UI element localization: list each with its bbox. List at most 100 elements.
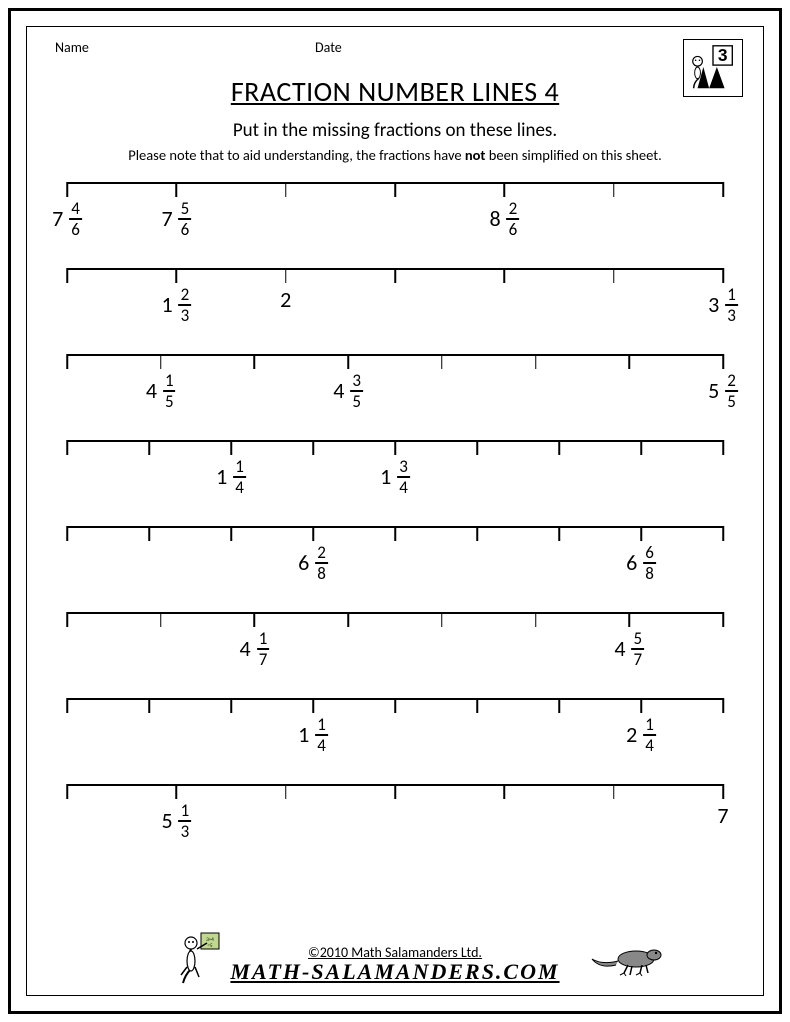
tick [347, 354, 349, 369]
whole-number: 7 [161, 205, 172, 232]
whole-number: 2 [280, 286, 291, 313]
tick [535, 612, 537, 627]
tick [312, 698, 314, 713]
whole-number: 6 [626, 549, 637, 576]
tick [66, 526, 68, 541]
note-post: been simplified on this sheet. [485, 146, 661, 164]
tick [66, 182, 68, 197]
tick [394, 182, 396, 197]
numerator: 1 [257, 630, 270, 648]
tick [722, 268, 724, 283]
fraction-label: 134 [380, 458, 410, 496]
worksheet-subtitle: Put in the missing fractions on these li… [27, 119, 763, 142]
fraction: 26 [507, 200, 520, 238]
denominator: 3 [179, 822, 192, 840]
denominator: 5 [163, 392, 176, 410]
tick [66, 354, 68, 369]
tick [254, 612, 256, 627]
denominator: 4 [643, 736, 656, 754]
tick [312, 440, 314, 455]
tick [285, 268, 287, 283]
denominator: 8 [315, 564, 328, 582]
axis [67, 440, 723, 456]
tick [394, 784, 396, 799]
tick [230, 698, 232, 713]
whole-number: 1 [216, 463, 227, 490]
fraction-label: 43 5 [333, 372, 363, 410]
grade-badge: 3 [683, 39, 743, 97]
fraction-label: 668 [626, 544, 656, 582]
note-pre: Please note that to aid understanding, t… [128, 146, 465, 164]
number-line: 1232313 [67, 268, 723, 346]
denominator: 4 [315, 736, 328, 754]
tick [640, 698, 642, 713]
worksheet-note: Please note that to aid understanding, t… [27, 146, 763, 164]
numerator: 2 [507, 200, 520, 218]
fraction: 15 [163, 372, 176, 410]
tick [722, 612, 724, 627]
number-line: 5137 [67, 784, 723, 862]
tick [535, 354, 537, 369]
numerator: 3 [350, 372, 363, 390]
fraction-label: 114 [298, 716, 328, 754]
tick [722, 354, 724, 369]
fraction: 57 [632, 630, 645, 668]
axis [67, 698, 723, 714]
tick [66, 440, 68, 455]
fraction-label: 313 [708, 286, 738, 324]
whole-number: 6 [298, 549, 309, 576]
number-line: 415435525 [67, 354, 723, 432]
number-line: 114134 [67, 440, 723, 518]
tick [347, 612, 349, 627]
whole-number: 7 [717, 802, 728, 829]
tick [285, 182, 287, 197]
number-line: 746756826 [67, 182, 723, 260]
tick [476, 526, 478, 541]
tick [394, 526, 396, 541]
tick [558, 526, 560, 541]
whole-number: 5 [708, 377, 719, 404]
fraction-label: 746 [52, 200, 82, 238]
tick [394, 440, 396, 455]
outer-border: Name Date 3 FRACTION NUMBER LINES 4 Put … [8, 8, 782, 1014]
denominator: 8 [643, 564, 656, 582]
denominator: 4 [233, 478, 246, 496]
whole-number: 4 [333, 377, 344, 404]
whole-number: 7 [52, 205, 63, 232]
denominator: 4 [397, 478, 410, 496]
tick [394, 698, 396, 713]
fraction: 17 [257, 630, 270, 668]
tick [394, 268, 396, 283]
tick [504, 784, 506, 799]
whole-number: 4 [146, 377, 157, 404]
tick [722, 784, 724, 799]
inner-border: Name Date 3 FRACTION NUMBER LINES 4 Put … [26, 26, 764, 996]
tick [504, 268, 506, 283]
axis [67, 354, 723, 370]
fraction-label: 415 [146, 372, 176, 410]
axis-line [67, 354, 723, 356]
tick [722, 526, 724, 541]
axis [67, 268, 723, 284]
denominator: 7 [632, 650, 645, 668]
fraction: 23 [179, 286, 192, 324]
numerator: 3 [397, 458, 410, 476]
numerator: 1 [233, 458, 246, 476]
tick [613, 268, 615, 283]
fraction: 14 [643, 716, 656, 754]
fraction-label: 628 [298, 544, 328, 582]
tick [312, 526, 314, 541]
denominator: 7 [257, 650, 270, 668]
tick [66, 784, 68, 799]
denominator: 6 [69, 220, 82, 238]
axis-line [67, 612, 723, 614]
svg-text:3: 3 [718, 45, 728, 65]
tick [441, 612, 443, 627]
tick [160, 354, 162, 369]
tick [66, 612, 68, 627]
tick [176, 182, 178, 197]
fraction-label: 123 [161, 286, 191, 324]
number-line: 114214 [67, 698, 723, 776]
tick [722, 182, 724, 197]
denominator: 5 [350, 392, 363, 410]
